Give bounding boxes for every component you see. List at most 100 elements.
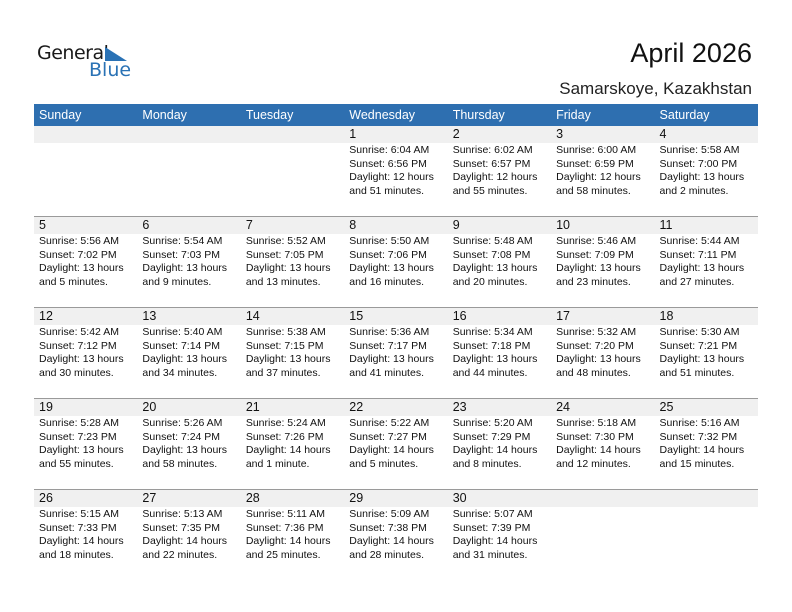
- day-number: 7: [245, 218, 253, 232]
- day-number: 9: [452, 218, 460, 232]
- day-cell: Sunrise: 6:00 AM Sunset: 6:59 PM Daylight:…: [551, 143, 654, 198]
- sunrise-text: Sunrise: 5:20 AM: [452, 417, 533, 429]
- daylight-text: Daylight: 13 hours: [556, 262, 641, 274]
- daylight-text: and 5 minutes.: [349, 457, 419, 470]
- day-number: 5: [39, 218, 46, 232]
- day-cell: Sunrise: 5:34 AM Sunset: 7:18 PM Daylight:…: [448, 325, 551, 380]
- weekday-header: Sunday Monday Tuesday Wednesday Thursday Frid…: [34, 104, 758, 126]
- weekday-monday: Monday: [142, 108, 187, 122]
- day-cell: Sunrise: 5:22 AM Sunset: 7:27 PM Daylight:…: [344, 416, 447, 471]
- daylight-text: and 51 minutes.: [659, 366, 735, 379]
- day-cell: [137, 143, 240, 198]
- day-cell: Sunrise: 5:32 AM Sunset: 7:20 PM Daylight:…: [551, 325, 654, 380]
- day-cell: Sunrise: 5:15 AM Sunset: 7:33 PM Daylight:…: [34, 507, 137, 562]
- weekday-friday: Friday: [556, 108, 591, 122]
- sunset-text: Sunset: 7:12 PM: [39, 339, 117, 352]
- daylight-text: Daylight: 14 hours: [245, 535, 331, 547]
- daylight-text: and 37 minutes.: [245, 366, 321, 379]
- daylight-text: and 34 minutes.: [142, 366, 218, 379]
- daylight-text: and 58 minutes.: [142, 457, 218, 470]
- day-cell: [241, 143, 344, 198]
- day-number: 30: [452, 491, 467, 505]
- logo-triangle-icon: [105, 47, 127, 61]
- sunset-text: Sunset: 7:24 PM: [142, 430, 221, 443]
- logo: General Blue: [37, 42, 131, 81]
- day-number: [241, 126, 344, 143]
- day-info-row: Sunrise: 6:04 AM Sunset: 6:56 PM Daylight:…: [34, 143, 758, 198]
- daylight-text: and 58 minutes.: [556, 184, 631, 197]
- day-number: 24: [556, 400, 571, 414]
- day-info-row: Sunrise: 5:42 AM Sunset: 7:12 PM Daylight:…: [34, 325, 758, 380]
- sunrise-text: Sunrise: 5:50 AM: [349, 235, 430, 247]
- day-info-row: Sunrise: 5:56 AM Sunset: 7:02 PM Daylight:…: [34, 234, 758, 289]
- day-number: 16: [452, 309, 467, 323]
- weekday-saturday: Saturday: [659, 108, 710, 122]
- day-cell: Sunrise: 5:52 AM Sunset: 7:05 PM Daylight:…: [241, 234, 344, 289]
- day-cell: Sunrise: 5:28 AM Sunset: 7:23 PM Daylight:…: [34, 416, 137, 471]
- weekday-sunday: Sunday: [39, 108, 82, 122]
- day-cell: Sunrise: 5:42 AM Sunset: 7:12 PM Daylight:…: [34, 325, 137, 380]
- day-number: [551, 490, 654, 507]
- day-number: 3: [556, 127, 564, 141]
- day-cell: Sunrise: 6:04 AM Sunset: 6:56 PM Daylight:…: [344, 143, 447, 198]
- sunrise-text: Sunrise: 5:13 AM: [142, 508, 223, 520]
- day-cell: Sunrise: 5:58 AM Sunset: 7:00 PM Daylight:…: [655, 143, 758, 198]
- sunrise-text: Sunrise: 5:42 AM: [39, 326, 119, 338]
- day-info-row: Sunrise: 5:15 AM Sunset: 7:33 PM Daylight:…: [34, 507, 758, 562]
- sunrise-text: Sunrise: 5:36 AM: [349, 326, 430, 338]
- sunset-text: Sunset: 7:29 PM: [452, 430, 531, 443]
- week-row: 12 13 14 15 16 17 18 Sunrise: 5:42 AM Sunset: 7:…: [34, 307, 758, 398]
- daylight-text: Daylight: 13 hours: [142, 262, 228, 274]
- daylight-text: Daylight: 13 hours: [659, 262, 745, 274]
- day-number: 18: [659, 309, 674, 323]
- date-band: 26 27 28 29 30: [34, 490, 758, 507]
- sunset-text: Sunset: 7:05 PM: [245, 248, 324, 261]
- day-cell: Sunrise: 5:18 AM Sunset: 7:30 PM Daylight:…: [551, 416, 654, 471]
- sunrise-text: Sunrise: 5:38 AM: [245, 326, 326, 338]
- day-cell: [34, 143, 137, 198]
- daylight-text: Daylight: 13 hours: [245, 353, 331, 365]
- daylight-text: Daylight: 14 hours: [39, 535, 124, 547]
- sunset-text: Sunset: 7:15 PM: [245, 339, 324, 352]
- sunrise-text: Sunrise: 5:09 AM: [349, 508, 430, 520]
- daylight-text: Daylight: 13 hours: [452, 353, 538, 365]
- daylight-text: Daylight: 12 hours: [452, 171, 538, 183]
- day-cell: Sunrise: 5:11 AM Sunset: 7:36 PM Daylight:…: [241, 507, 344, 562]
- daylight-text: and 13 minutes.: [245, 275, 321, 288]
- day-cell: Sunrise: 5:30 AM Sunset: 7:21 PM Daylight:…: [655, 325, 758, 380]
- daylight-text: Daylight: 13 hours: [556, 353, 641, 365]
- week-row: 26 27 28 29 30 Sunrise: 5:15 AM Sunset: 7:33 P…: [34, 489, 758, 580]
- day-number: 17: [556, 309, 571, 323]
- day-number: 22: [349, 400, 364, 414]
- daylight-text: and 41 minutes.: [349, 366, 424, 379]
- page-title: April 2026: [630, 38, 752, 68]
- daylight-text: Daylight: 13 hours: [245, 262, 331, 274]
- daylight-text: and 15 minutes.: [659, 457, 735, 470]
- date-band: 12 13 14 15 16 17 18: [34, 308, 758, 325]
- sunrise-text: Sunrise: 5:34 AM: [452, 326, 533, 338]
- day-number: 6: [142, 218, 150, 232]
- sunset-text: Sunset: 7:00 PM: [659, 157, 738, 170]
- daylight-text: and 25 minutes.: [245, 548, 321, 561]
- day-cell: Sunrise: 5:54 AM Sunset: 7:03 PM Daylight:…: [137, 234, 240, 289]
- daylight-text: and 22 minutes.: [142, 548, 218, 561]
- week-row: 1 2 3 4 Sunrise: 6:04 AM Sunset: 6:56 PM Dayli…: [34, 126, 758, 216]
- sunrise-text: Sunrise: 6:02 AM: [452, 144, 533, 156]
- daylight-text: and 12 minutes.: [556, 457, 631, 470]
- logo-text-blue: Blue: [89, 59, 132, 81]
- day-number: 20: [142, 400, 157, 414]
- sunset-text: Sunset: 7:39 PM: [452, 521, 531, 534]
- day-number: 15: [349, 309, 364, 323]
- daylight-text: and 9 minutes.: [142, 275, 212, 288]
- sunset-text: Sunset: 7:27 PM: [349, 430, 427, 443]
- weekday-thursday: Thursday: [452, 108, 505, 122]
- day-info-row: Sunrise: 5:28 AM Sunset: 7:23 PM Daylight:…: [34, 416, 758, 471]
- sunrise-text: Sunrise: 5:58 AM: [659, 144, 740, 156]
- day-number: 19: [39, 400, 53, 414]
- sunset-text: Sunset: 7:18 PM: [452, 339, 531, 352]
- daylight-text: Daylight: 14 hours: [659, 444, 745, 456]
- daylight-text: Daylight: 13 hours: [39, 262, 124, 274]
- daylight-text: and 28 minutes.: [349, 548, 424, 561]
- daylight-text: Daylight: 14 hours: [452, 444, 538, 456]
- daylight-text: Daylight: 13 hours: [659, 353, 745, 365]
